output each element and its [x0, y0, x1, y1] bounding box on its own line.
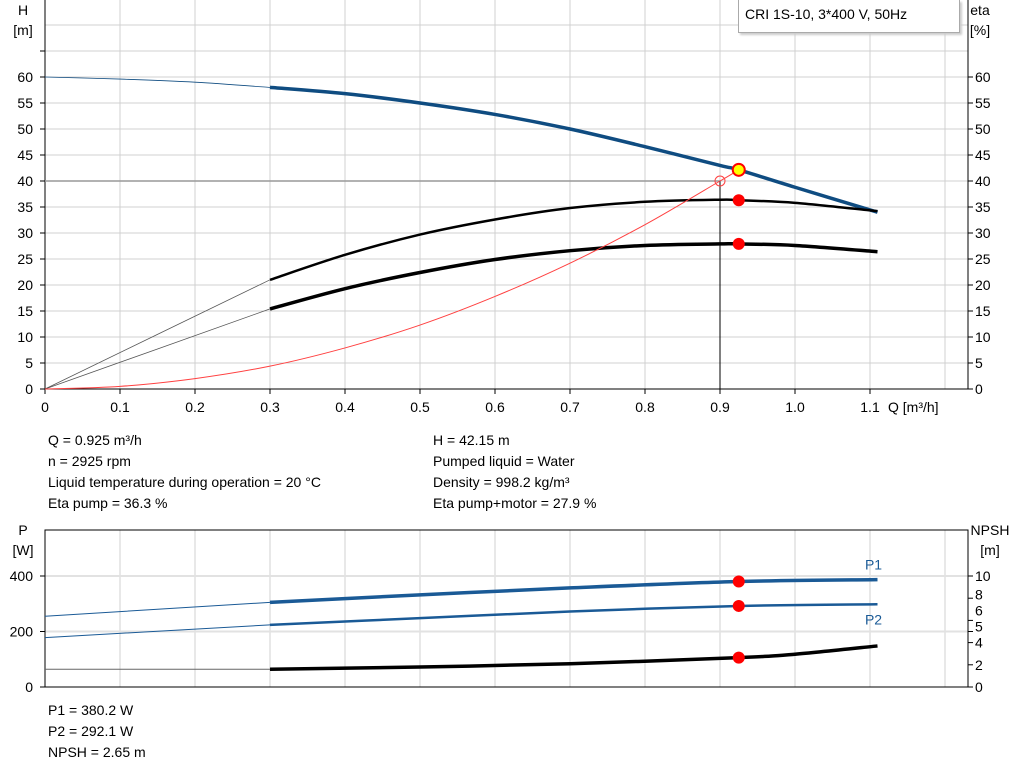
p1-curve-extrapolated [44, 601, 271, 617]
y-right-tick-label: 5 [975, 355, 983, 371]
x-tick-label: 0 [41, 399, 49, 415]
x-tick-label: 0.8 [635, 399, 655, 415]
p-tick-label: 400 [10, 568, 34, 584]
eta_total-curve [269, 241, 878, 311]
info-p2: P2 = 292.1 W [48, 723, 134, 739]
y-tick-label: 50 [17, 121, 33, 137]
npsh-tick-label: 10 [975, 568, 991, 584]
info-npsh: NPSH = 2.65 m [48, 744, 146, 760]
x-tick-label: 0.4 [335, 399, 355, 415]
system-curve [44, 169, 740, 390]
series-label-p1: P1 [865, 557, 882, 573]
info-left: Q = 0.925 m³/h n = 2925 rpm Liquid tempe… [48, 430, 321, 514]
power-point-marker [732, 651, 745, 664]
info-liquid: Pumped liquid = Water [433, 453, 575, 469]
p2-curve [269, 603, 878, 627]
eta-axis-title-text: eta [%] [969, 2, 991, 38]
y-right-tick-label: 20 [975, 277, 991, 293]
info-temperature: Liquid temperature during operation = 20… [48, 474, 321, 490]
x-tick-label: 0.7 [560, 399, 580, 415]
eta-point-marker [732, 237, 745, 250]
y-tick-label: 0 [25, 381, 33, 397]
y-right-tick-label: 50 [975, 121, 991, 137]
y-tick-label: 30 [17, 225, 33, 241]
y-tick-label: 35 [17, 199, 33, 215]
npsh-tick-label: 5 [975, 619, 983, 635]
y-right-tick-label: 55 [975, 95, 991, 111]
eta-point-marker [732, 194, 745, 207]
y-right-tick-label: 0 [975, 381, 983, 397]
npsh-axis-title: NPSH [m] [965, 520, 1015, 560]
info-speed: n = 2925 rpm [48, 453, 131, 469]
info-bottom: P1 = 380.2 W P2 = 292.1 W NPSH = 2.65 m [48, 700, 146, 763]
npsh-tick-label: 0 [975, 679, 983, 695]
y-right-tick-label: 40 [975, 173, 991, 189]
x-tick-label: 0.6 [485, 399, 505, 415]
p-axis-title: P [W] [8, 520, 38, 560]
x-axis-label: Q [m³/h] [888, 399, 939, 415]
info-head: H = 42.15 m [433, 432, 510, 448]
x-tick-label: 0.2 [185, 399, 205, 415]
x-tick-label: 0.9 [710, 399, 730, 415]
head-curve [269, 85, 879, 214]
y-tick-label: 5 [25, 355, 33, 371]
y-tick-label: 55 [17, 95, 33, 111]
p1-curve [269, 577, 878, 605]
head-curve-extrapolated [44, 76, 271, 88]
y-tick-label: 15 [17, 303, 33, 319]
y-tick-label: 40 [17, 173, 33, 189]
npsh-tick-label: 8 [975, 587, 983, 603]
requested-point-marker [714, 175, 726, 187]
y-right-tick-label: 10 [975, 329, 991, 345]
x-tick-label: 1.1 [860, 399, 880, 415]
y-right-tick-label: 15 [975, 303, 991, 319]
y-right-tick-label: 35 [975, 199, 991, 215]
npsh-tick-label: 2 [975, 657, 983, 673]
p-tick-label: 0 [25, 679, 33, 695]
y-right-tick-label: 45 [975, 147, 991, 163]
eta_total-curve-extrapolated [44, 308, 271, 390]
info-right: H = 42.15 m Pumped liquid = Water Densit… [433, 430, 596, 514]
p2-curve-extrapolated [44, 624, 271, 639]
info-eta-pump: Eta pump = 36.3 % [48, 495, 168, 511]
p-tick-label: 200 [10, 624, 34, 640]
npsh-curve [269, 644, 878, 671]
lower-plot-frame [44, 529, 969, 688]
info-density: Density = 998.2 kg/m³ [433, 474, 570, 490]
p-axis-title-text: P [W] [12, 522, 34, 558]
info-flow: Q = 0.925 m³/h [48, 432, 142, 448]
info-p1: P1 = 380.2 W [48, 702, 134, 718]
npsh-axis-title-text: NPSH [m] [970, 522, 1010, 558]
x-tick-label: 0.1 [110, 399, 130, 415]
y-tick-label: 20 [17, 277, 33, 293]
eta_pump-curve-extrapolated [44, 279, 271, 390]
npsh-tick-label: 4 [975, 635, 983, 651]
eta-axis-title: eta [%] [960, 0, 1000, 40]
chart-legend: CRI 1S-10, 3*400 V, 50Hz [738, 0, 960, 33]
x-tick-label: 1.0 [785, 399, 805, 415]
power-point-marker [732, 599, 745, 612]
info-eta-total: Eta pump+motor = 27.9 % [433, 495, 597, 511]
x-tick-label: 0.3 [260, 399, 280, 415]
y-tick-label: 45 [17, 147, 33, 163]
y-right-tick-label: 25 [975, 251, 991, 267]
y-tick-label: 60 [17, 69, 33, 85]
npsh-tick-label: 6 [975, 603, 983, 619]
eta_pump-curve [269, 198, 878, 281]
y-right-tick-label: 30 [975, 225, 991, 241]
h-axis-title-text: H [m] [13, 2, 33, 38]
h-axis-title: H [m] [8, 0, 38, 40]
y-tick-label: 25 [17, 251, 33, 267]
x-tick-label: 0.5 [410, 399, 430, 415]
y-tick-label: 10 [17, 329, 33, 345]
y-right-tick-label: 60 [975, 69, 991, 85]
duty-point-marker [731, 162, 746, 177]
power-point-marker [732, 575, 745, 588]
series-label-p2: P2 [865, 611, 882, 627]
